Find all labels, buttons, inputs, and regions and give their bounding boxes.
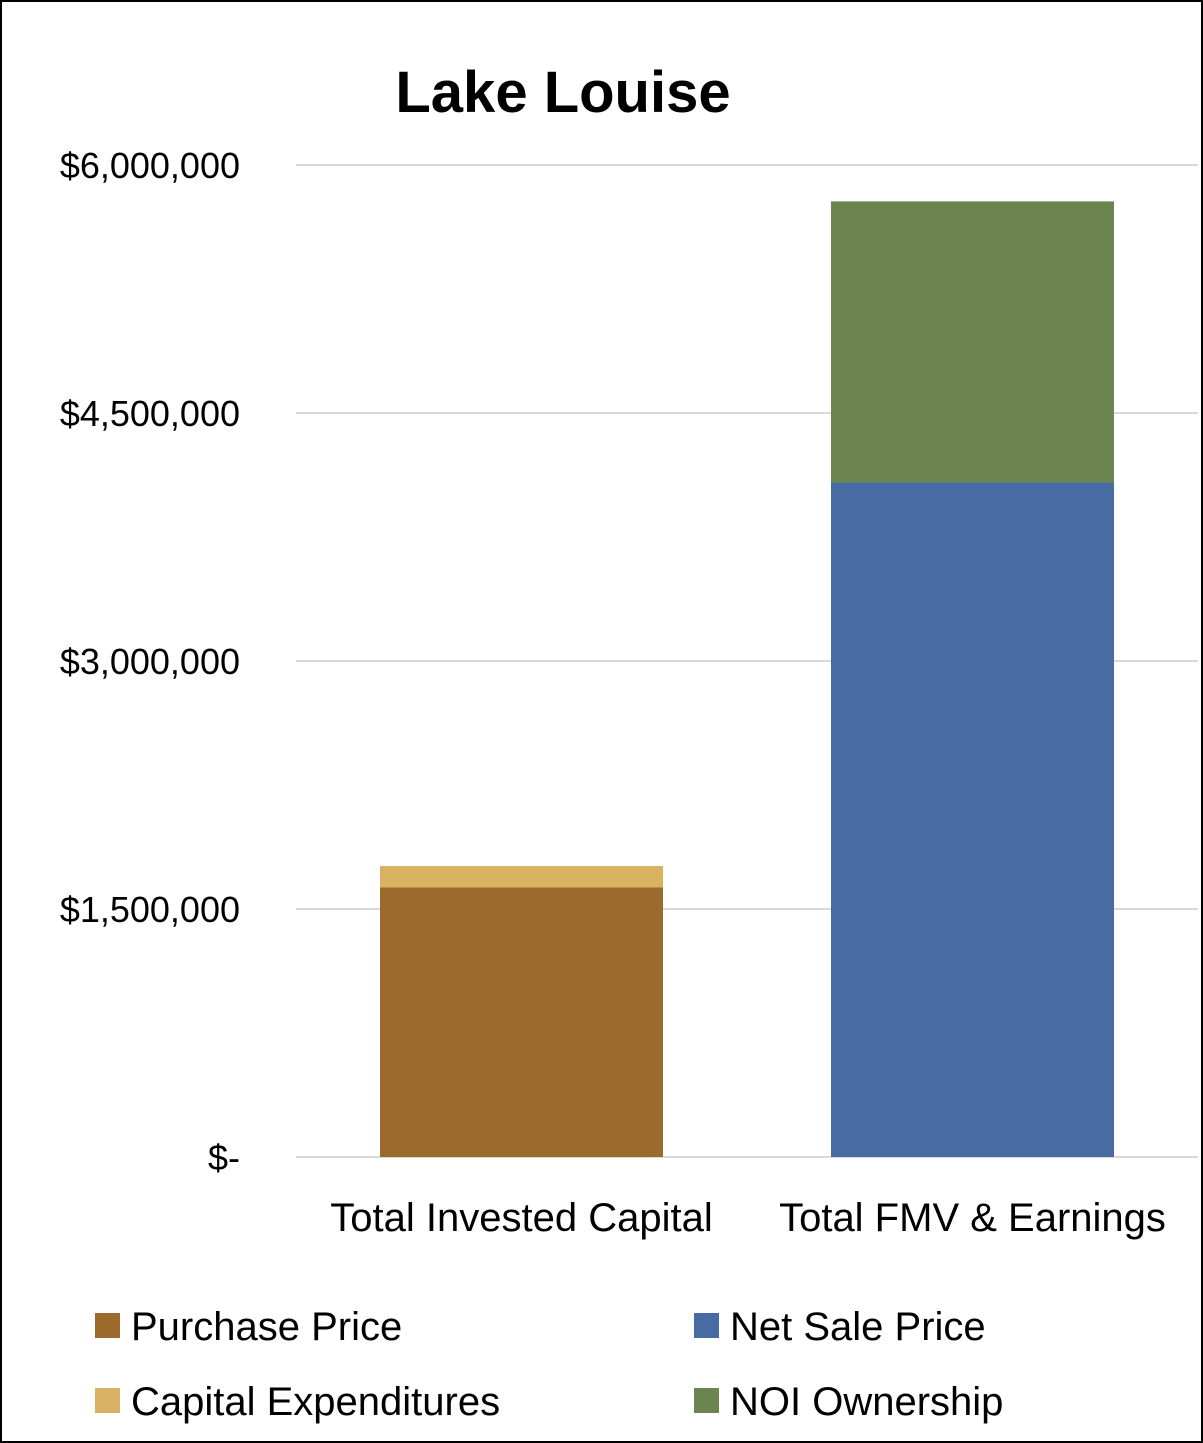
legend-swatch-0 — [95, 1313, 120, 1338]
legend-label-0: Purchase Price — [131, 1305, 402, 1349]
y-tick-label-2: $3,000,000 — [60, 641, 240, 682]
bar-0-series-0 — [380, 887, 663, 1157]
legend-swatch-2 — [694, 1313, 719, 1338]
legend-label-3: NOI Ownership — [730, 1380, 1003, 1424]
y-tick-label-0: $- — [208, 1137, 240, 1178]
x-axis-tick-labels: Total Invested Capital Total FMV & Earnin… — [330, 1196, 1166, 1240]
y-axis-tick-labels: $- $1,500,000 $3,000,000 $4,500,000 $6,000,0… — [60, 145, 240, 1178]
legend-label-1: Capital Expenditures — [131, 1380, 500, 1424]
bar-1-series-3 — [831, 201, 1114, 483]
chart-title: Lake Louise — [395, 60, 730, 125]
y-tick-label-3: $4,500,000 — [60, 393, 240, 434]
legend-swatch-1 — [95, 1388, 120, 1413]
y-tick-label-1: $1,500,000 — [60, 889, 240, 930]
bar-1-series-2 — [831, 482, 1114, 1157]
bars — [380, 201, 1114, 1157]
bar-0-series-1 — [380, 866, 663, 888]
x-tick-label-1: Total FMV & Earnings — [779, 1196, 1166, 1240]
legend-label-2: Net Sale Price — [730, 1305, 986, 1349]
y-tick-label-4: $6,000,000 — [60, 145, 240, 186]
x-tick-label-0: Total Invested Capital — [330, 1196, 712, 1240]
legend-swatch-3 — [694, 1388, 719, 1413]
legend: Purchase Price Capital Expenditures Net Sa… — [95, 1305, 1003, 1424]
